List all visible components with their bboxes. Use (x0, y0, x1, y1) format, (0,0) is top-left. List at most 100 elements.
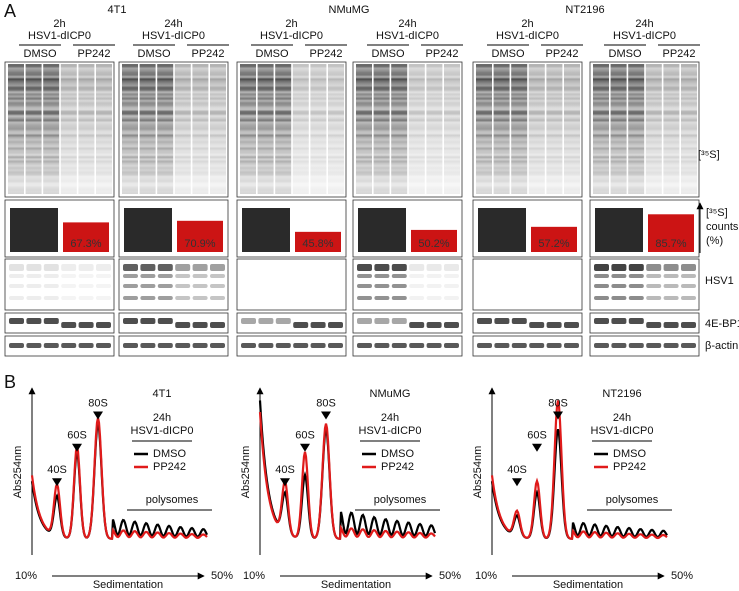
treatment: DMSO (492, 48, 525, 60)
blot-band (477, 318, 492, 324)
bar-value-label: 67.3% (70, 238, 101, 250)
blot-band (391, 343, 407, 348)
blot-band (357, 284, 372, 288)
virus: HSV1-dICP0 (613, 30, 676, 42)
gel-lane (645, 64, 662, 194)
gel-lane (681, 64, 697, 194)
cell-line-name: NT2196 (565, 4, 604, 16)
blot-band (175, 274, 191, 278)
blot-band (78, 264, 94, 271)
treatment: DMSO (24, 48, 57, 60)
blot-band (258, 318, 274, 324)
blot-band (96, 343, 111, 348)
gel-lane (174, 64, 191, 194)
x-end: 50% (671, 570, 693, 582)
blot-band (511, 343, 527, 348)
blot-band (391, 264, 407, 271)
bar-value-label: 45.8% (302, 238, 333, 250)
gel-lane (25, 64, 42, 194)
blot-band (611, 264, 627, 271)
blot-band (681, 322, 696, 328)
timepoint: 2h (521, 18, 533, 30)
bar (242, 208, 290, 252)
blot-band (210, 274, 225, 278)
blot-band (663, 264, 679, 271)
blot-band (293, 322, 309, 328)
blot-band (9, 318, 24, 324)
blot-band (374, 318, 390, 324)
blot-band (43, 284, 59, 288)
bar (124, 208, 172, 252)
blot-band (374, 296, 390, 300)
blot-band (391, 318, 407, 324)
treatment: PP242 (191, 48, 224, 60)
peak-label: 60S (295, 430, 315, 442)
blot-box (4, 335, 115, 357)
gel-lane (426, 64, 443, 194)
blot-band (663, 343, 679, 348)
x-axis-label: Sedimentation (553, 579, 623, 591)
blot-band (426, 343, 442, 348)
blot-band (529, 343, 545, 348)
treatment: PP242 (545, 48, 578, 60)
blot-band (628, 296, 644, 300)
profile-curve (30, 417, 208, 540)
row-label: (%) (706, 235, 723, 247)
gel-lane (292, 64, 309, 194)
y-axis-label: Abs254nm (240, 446, 252, 499)
blot-band (611, 343, 627, 348)
blot-band (611, 284, 627, 288)
polysome-label: polysomes (606, 494, 659, 506)
cell-line-name: 4T1 (153, 388, 172, 400)
peak-label: 80S (88, 397, 108, 409)
blot-band (426, 296, 442, 300)
gel-lane (528, 64, 545, 194)
blot-band (140, 284, 156, 288)
treatment: PP242 (77, 48, 110, 60)
blot-band (357, 274, 372, 278)
blot-band (611, 274, 627, 278)
blot-band (78, 343, 94, 348)
blot-band (409, 296, 425, 300)
blot-band (123, 296, 138, 300)
treatment: PP242 (309, 48, 342, 60)
timepoint: 24h (613, 412, 631, 424)
blot-band (140, 274, 156, 278)
gel-lane (8, 64, 24, 194)
gel-lane (240, 64, 256, 194)
blot-band (61, 284, 77, 288)
blot-band (663, 296, 679, 300)
peak-label: 60S (527, 430, 547, 442)
blot-band (681, 274, 696, 278)
gel-lane (210, 64, 226, 194)
blot-band (374, 343, 390, 348)
legend-label: PP242 (153, 461, 186, 473)
blot-band (628, 284, 644, 288)
blot-band (26, 284, 42, 288)
gel-lane (610, 64, 627, 194)
bar (595, 208, 643, 252)
blot-band (594, 296, 609, 300)
peak-marker (512, 478, 522, 487)
x-start: 10% (243, 570, 265, 582)
blot-band (357, 296, 372, 300)
blot-band (96, 284, 111, 288)
blot-band (357, 343, 372, 348)
blot-band (43, 343, 59, 348)
virus: HSV1-dICP0 (376, 30, 439, 42)
blot-band (157, 296, 173, 300)
gel-lane (275, 64, 292, 194)
blot-band (192, 296, 208, 300)
blot-band (275, 318, 291, 324)
blot-band (123, 343, 138, 348)
blot-band (310, 322, 326, 328)
blot-band (681, 264, 696, 271)
blot-band (26, 274, 42, 278)
blot-box (472, 335, 583, 357)
blot-box (352, 335, 463, 357)
timepoint: 24h (164, 18, 182, 30)
blot-band (26, 318, 42, 324)
peak-label: 40S (275, 464, 295, 476)
blot-band (140, 296, 156, 300)
virus: HSV1-dICP0 (260, 30, 323, 42)
